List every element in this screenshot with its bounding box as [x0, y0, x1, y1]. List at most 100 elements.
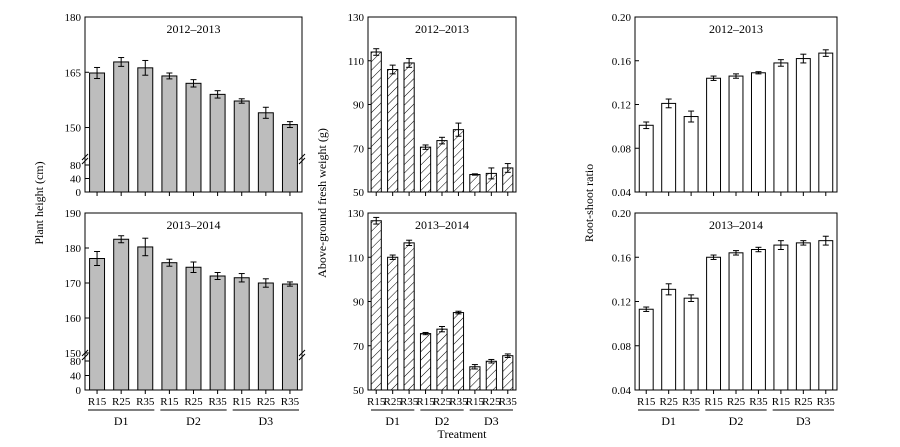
bar	[89, 258, 106, 391]
x-tick-label: R25	[112, 396, 131, 408]
chart-panel-left-bottom: 150 160 170 180 190 0 40 80 R15 R25 R35 R15 R25 R35 R1…	[65, 208, 308, 428]
y-axis-label: Root-shoot ratio	[582, 164, 596, 242]
bar	[638, 308, 654, 391]
bar	[436, 140, 448, 193]
y-tick-label: 110	[348, 56, 365, 68]
bar	[485, 360, 497, 391]
x-tick-label: R15	[233, 396, 252, 408]
bar	[773, 244, 789, 391]
y-tick-label: 50	[353, 385, 365, 397]
chart-panel-middle-bottom: 507090110130R15R25R35R15R25R35R15R25R35D…	[348, 208, 518, 428]
bar	[89, 72, 106, 193]
x-tick-label: R25	[184, 396, 203, 408]
x-tick-label: R35	[449, 396, 468, 408]
bar	[469, 174, 481, 193]
bar	[387, 69, 399, 193]
group-label: D1	[385, 414, 400, 428]
x-tick-label: R25	[433, 396, 452, 408]
x-tick-label: R25	[482, 396, 501, 408]
group-label: D2	[186, 414, 201, 428]
x-tick-label: R35	[136, 396, 155, 408]
y-tick-label: 80	[70, 356, 82, 368]
bar	[387, 256, 399, 391]
group-label: D3	[258, 414, 273, 428]
bar	[257, 112, 274, 193]
x-tick-label: R25	[257, 396, 276, 408]
group-label: D1	[114, 414, 129, 428]
y-tick-label: 70	[353, 341, 365, 353]
x-tick-label: R25	[727, 396, 746, 408]
bar	[370, 51, 382, 193]
bar	[795, 242, 811, 391]
x-tick-label: R15	[704, 396, 723, 408]
y-tick-label: 0.12	[612, 297, 631, 309]
x-tick-label: R35	[749, 396, 768, 408]
y-tick-label: 90	[353, 297, 365, 309]
bar	[281, 124, 298, 193]
y-tick-label: 90	[353, 100, 365, 112]
bar	[683, 297, 699, 391]
bar	[728, 252, 744, 391]
y-tick-label: 0.04	[612, 187, 632, 199]
bar	[233, 277, 250, 391]
x-tick-label: R15	[88, 396, 107, 408]
bar	[233, 100, 250, 193]
x-tick-label: R15	[160, 396, 179, 408]
bar	[638, 124, 654, 193]
bar	[661, 288, 677, 391]
panel-title: 2013–2014	[709, 218, 763, 232]
group-label: D2	[729, 414, 744, 428]
bar	[773, 62, 789, 193]
y-tick-label: 130	[348, 12, 365, 24]
x-tick-label: R15	[466, 396, 485, 408]
x-axis-label: Treatment	[438, 427, 488, 441]
y-tick-label: 160	[65, 313, 82, 325]
y-tick-label: 180	[65, 12, 82, 24]
chart-panel-left-top: 150 165 180 040 80 2012–2013 Plant height (cm)	[32, 12, 308, 245]
bar	[403, 242, 415, 391]
y-tick-label: 40	[70, 174, 82, 186]
y-tick-label: 0.04	[612, 385, 632, 397]
x-tick-label: R35	[817, 396, 836, 408]
bar	[209, 93, 226, 193]
group-label: D1	[661, 414, 676, 428]
y-tick-label: 40	[70, 371, 82, 383]
y-tick-label: 0.16	[612, 252, 632, 264]
y-tick-label: 0.08	[612, 143, 632, 155]
y-tick-label: 0.08	[612, 341, 632, 353]
x-tick-label: R25	[659, 396, 678, 408]
y-tick-label: 80	[70, 160, 82, 172]
y-tick-label: 50	[353, 187, 365, 199]
x-tick-label: R25	[794, 396, 813, 408]
x-tick-label: R15	[637, 396, 656, 408]
x-tick-label: R35	[499, 396, 518, 408]
y-tick-label: 180	[65, 243, 82, 255]
y-tick-label: 0.16	[612, 56, 632, 68]
bar	[161, 75, 178, 193]
y-tick-label: 165	[65, 67, 82, 79]
y-tick-label: 0.12	[612, 100, 631, 112]
bar	[436, 328, 448, 391]
bar	[209, 275, 226, 391]
x-tick-label: R15	[772, 396, 791, 408]
bar	[137, 246, 154, 391]
bar	[452, 129, 465, 193]
bar	[281, 283, 298, 391]
bar	[706, 77, 722, 193]
panel-title: 2013–2014	[167, 218, 221, 232]
y-tick-label: 0	[76, 187, 82, 199]
bar	[750, 249, 766, 391]
panel-title: 2012–2013	[167, 22, 221, 36]
bar	[370, 220, 382, 391]
y-axis-label: Above-ground fresh weight (g)	[315, 128, 329, 278]
bar	[185, 82, 202, 193]
y-tick-label: 150	[65, 348, 82, 360]
y-tick-label: 0	[76, 385, 82, 397]
x-tick-label: R35	[208, 396, 227, 408]
bar	[750, 72, 766, 193]
bar	[419, 333, 432, 391]
panel-title: 2013–2014	[415, 218, 469, 232]
bar	[706, 256, 722, 391]
bar	[452, 312, 465, 391]
